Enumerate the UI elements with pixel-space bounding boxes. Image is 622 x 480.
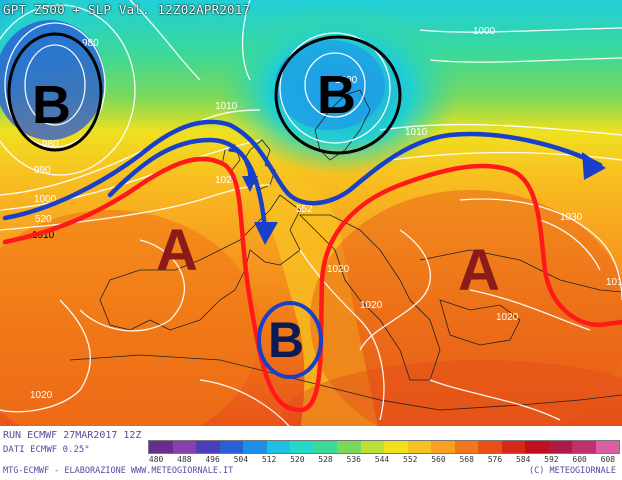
label-1020-a: 1020 (215, 175, 238, 186)
ridge-line (2, 156, 622, 413)
label-1000-c: 1000 (473, 26, 496, 37)
color-scale-ticks: 480 488 496 504 512 520 528 536 544 552 560 568 576 5… (142, 455, 622, 465)
weather-map: 980 980 990 1000 1000 1000 1010 1010 101… (0, 0, 622, 440)
scale-tick-label: 592 (544, 455, 559, 464)
label-1000-a: 1000 (34, 194, 57, 205)
label-552: 552 (296, 204, 313, 215)
scale-swatch (595, 441, 619, 453)
scale-swatch (360, 441, 384, 453)
scale-swatch (431, 441, 455, 453)
scale-tick-label: 600 (572, 455, 587, 464)
low-marker-west: B (32, 75, 71, 135)
scale-tick-label: 488 (177, 455, 192, 464)
scale-tick-label: 520 (290, 455, 305, 464)
copyright-text: (C) METEOGIORNALE (529, 466, 616, 476)
scale-swatch (454, 441, 478, 453)
label-1020-c: 1020 (360, 300, 383, 311)
label-990: 990 (34, 165, 51, 176)
scale-swatch (572, 441, 596, 453)
scale-swatch (525, 441, 549, 453)
isobars (0, 0, 622, 440)
scale-tick-label: 480 (148, 455, 164, 464)
scale-swatch (548, 441, 572, 453)
scale-swatch (290, 441, 314, 453)
low-circle-north (274, 35, 402, 155)
label-520: 520 (35, 214, 52, 225)
scale-tick-label: 536 (346, 455, 361, 464)
low-marker-south: B (268, 312, 304, 368)
low-circle-south (257, 301, 323, 379)
map-title: GPT Z500 + SLP Val. 12Z02APR2017 (3, 2, 251, 17)
scale-tick-label: 504 (233, 455, 249, 464)
scale-swatch (243, 441, 267, 453)
scale-swatch (196, 441, 220, 453)
scale-tick-label: 512 (261, 455, 277, 464)
jet-arrow-upper (242, 176, 258, 192)
label-1020-e: 1020 (30, 390, 53, 401)
label-1010-c: 1010 (405, 127, 428, 138)
scale-tick-label: 576 (487, 455, 503, 464)
scale-swatch (478, 441, 502, 453)
low-marker-north: B (317, 65, 356, 125)
high-marker-east: A (458, 238, 500, 303)
high-marker-west: A (156, 218, 198, 283)
scale-tick-label: 528 (318, 455, 333, 464)
scale-swatch (407, 441, 431, 453)
label-980-a: 980 (82, 38, 99, 49)
scale-tick-label: 544 (374, 455, 390, 464)
label-1030: 1030 (560, 212, 583, 223)
scale-tick-label: 560 (431, 455, 446, 464)
scale-tick-label: 496 (205, 455, 220, 464)
run-info: RUN ECMWF 27MAR2017 12Z (3, 430, 142, 441)
scale-tick-label: 584 (515, 455, 531, 464)
scale-swatch (384, 441, 408, 453)
isobar-labels: 980 980 990 1000 1000 1000 1010 1010 101… (30, 26, 622, 401)
label-1010-d: 1010 (606, 277, 622, 288)
jet-stream-main (2, 119, 603, 221)
scale-swatch (266, 441, 290, 453)
scale-swatch (172, 441, 196, 453)
scale-swatch (313, 441, 337, 453)
scale-swatch (337, 441, 361, 453)
scale-swatch (219, 441, 243, 453)
label-1020-b: 1020 (327, 264, 350, 275)
label-1010-a: 1010 (32, 230, 55, 241)
jet-arrow-south (254, 222, 278, 245)
label-1000-b: 1000 (335, 75, 358, 86)
credit-text: MTG-ECMWF - ELABORAZIONE WWW.METEOGIORNA… (3, 466, 234, 476)
jet-stream-secondary (107, 137, 268, 233)
label-980-b: 980 (42, 139, 59, 150)
jet-arrow-east (582, 152, 606, 180)
label-1020-d: 1020 (496, 312, 519, 323)
color-scale (148, 440, 620, 454)
label-1010-b: 1010 (215, 101, 238, 112)
scale-tick-label: 608 (600, 455, 616, 464)
low-circle-west (7, 32, 103, 152)
data-source: DATI ECMWF 0.25° (3, 445, 90, 455)
scale-tick-label: 568 (459, 455, 474, 464)
scale-swatch (149, 441, 173, 453)
scale-swatch (501, 441, 525, 453)
scale-tick-label: 552 (403, 455, 418, 464)
